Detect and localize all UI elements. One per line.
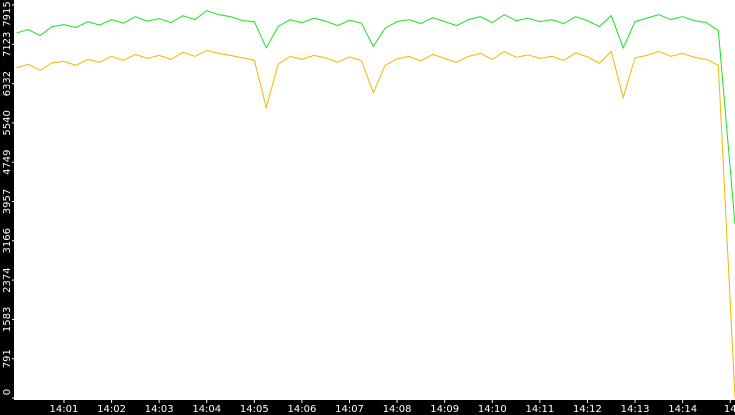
y-tick-label: 1583 [2, 307, 13, 332]
y-tick-label: 2374 [2, 267, 13, 292]
data-line [16, 10, 735, 225]
x-tick-label: 14:14 [668, 404, 697, 415]
x-tick-label: 14:06 [288, 404, 317, 415]
x-tick-label: 14:09 [430, 404, 459, 415]
data-line [16, 49, 735, 399]
x-tick-label: 14:13 [621, 404, 650, 415]
x-tick-label: 14:02 [97, 404, 126, 415]
y-tick-label: 791 [2, 349, 13, 368]
x-tick-label: 14:05 [240, 404, 269, 415]
x-tick-label: 14:10 [478, 404, 507, 415]
y-tick-label: 7123 [2, 32, 13, 57]
x-tick-label: 14:08 [383, 404, 412, 415]
y-tick-label: 5540 [2, 110, 13, 135]
y-tick-label: 6332 [2, 71, 13, 96]
y-tick-label: 7915 [2, 1, 13, 26]
x-tick-label: 14:07 [335, 404, 364, 415]
x-tick-label: 14:01 [50, 404, 79, 415]
x-tick-label: 14:03 [145, 404, 174, 415]
x-tick-label: 14:04 [192, 404, 221, 415]
x-axis-strip [0, 400, 735, 415]
y-tick-label: 3166 [2, 228, 13, 253]
y-tick-label: 4749 [2, 149, 13, 174]
y-tick-label: 3957 [2, 189, 13, 214]
x-tick-label: 14 [724, 404, 735, 415]
x-tick-label: 14:11 [525, 404, 554, 415]
x-tick-label: 14:12 [573, 404, 602, 415]
y-tick-label: 0 [2, 389, 13, 395]
y-axis-strip [0, 0, 14, 415]
